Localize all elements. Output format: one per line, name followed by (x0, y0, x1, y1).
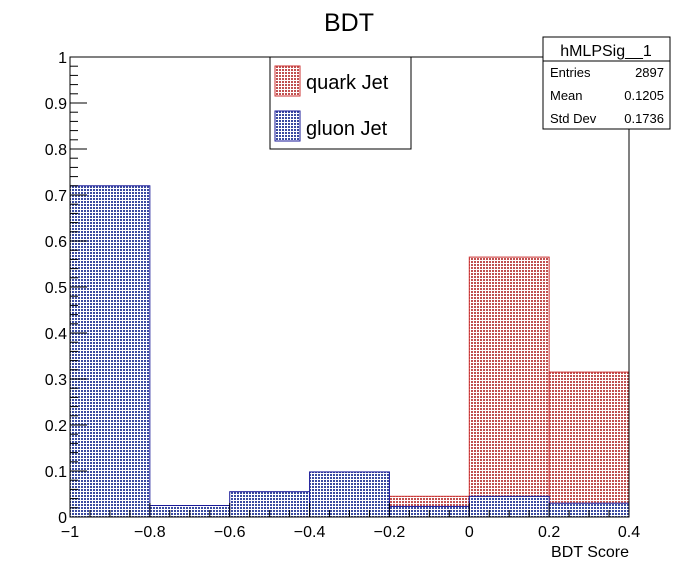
legend: quark Jet gluon Jet (269, 56, 412, 150)
stats-box-title: hMLPSig__1 (560, 43, 652, 60)
bars-layer (69, 185, 630, 518)
legend-swatch-quark (274, 65, 301, 97)
bar-quark-bin-6 (548, 371, 630, 518)
stats-mean-value: 0.1205 (624, 88, 664, 103)
y-tick-label: 0.6 (45, 234, 67, 251)
x-tick-label: −0.4 (294, 524, 326, 541)
x-axis-label: BDT Score (551, 544, 629, 561)
legend-swatch-gluon (274, 110, 301, 142)
y-tick-label: 1 (58, 50, 67, 67)
x-tick-label: −1 (61, 524, 79, 541)
bar-quark-bin-5 (468, 256, 550, 518)
stats-entries-value: 2897 (635, 65, 664, 80)
axes-layer: −1 −0.8 −0.6 −0.4 −0.2 0 0.2 0.4 0 0.1 0.2 0.3 0.4 0.… (45, 50, 640, 541)
y-tick-label: 0.3 (45, 372, 67, 389)
x-tick-label: 0.4 (618, 524, 640, 541)
x-tick-label: 0 (465, 524, 474, 541)
y-tick-label: 0.9 (45, 96, 67, 113)
stats-box-frame (542, 36, 671, 130)
x-tick-label: −0.6 (214, 524, 246, 541)
stats-stddev-value: 0.1736 (624, 111, 664, 126)
stats-stddev-label: Std Dev (550, 111, 597, 126)
stats-mean-label: Mean (550, 88, 583, 103)
bar-gluon-bin-0 (69, 185, 151, 518)
legend-label-gluon: gluon Jet (306, 118, 388, 140)
chart-title: BDT (324, 9, 374, 37)
y-tick-label: 0.7 (45, 188, 67, 205)
bar-gluon-bin-3 (309, 471, 390, 518)
x-tick-label: 0.2 (538, 524, 560, 541)
y-tick-label: 0.2 (45, 418, 67, 435)
y-tick-label: 0 (58, 510, 67, 527)
y-tick-label: 0.4 (45, 326, 67, 343)
stats-entries-label: Entries (550, 65, 591, 80)
y-tick-label: 0.8 (45, 142, 67, 159)
legend-label-quark: quark Jet (306, 72, 389, 94)
x-tick-label: −0.8 (134, 524, 166, 541)
y-tick-label: 0.5 (45, 280, 67, 297)
x-tick-label: −0.2 (374, 524, 406, 541)
y-tick-label: 0.1 (45, 464, 67, 481)
stats-box: hMLPSig__1 Entries 2897 Mean 0.1205 Std … (542, 36, 671, 130)
